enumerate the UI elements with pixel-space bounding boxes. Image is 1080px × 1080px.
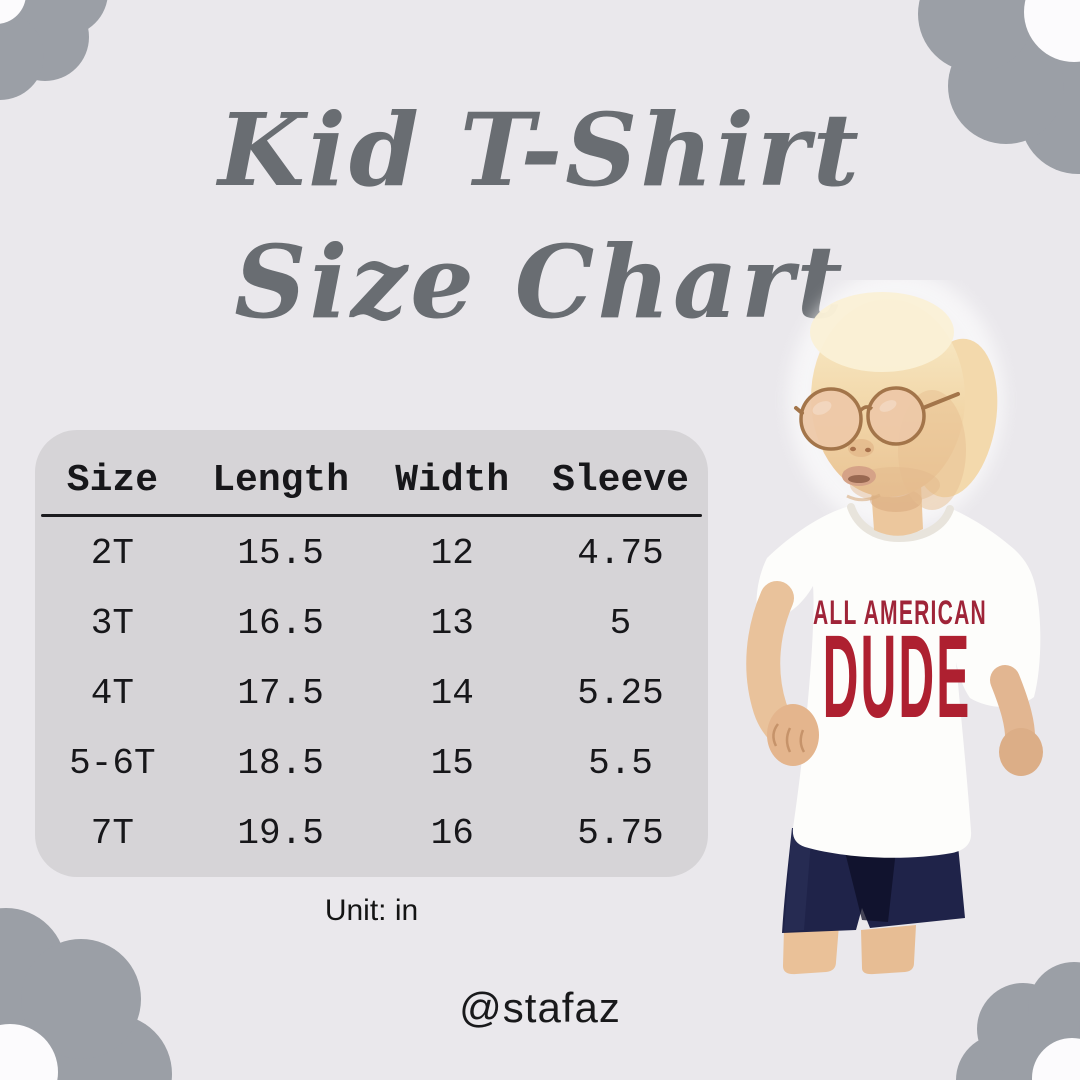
column-header-width: Width [395,458,510,502]
shirt-collar [847,503,954,543]
cell-size: 4T [90,672,134,714]
unit-label: Unit: in [324,894,419,927]
cell-length: 15.5 [237,532,324,574]
left-fist [767,704,819,766]
cell-length: 18.5 [237,742,324,784]
table-row: 3T 16.5 13 5 [35,588,708,658]
cell-width: 13 [430,602,474,644]
toddler-photo: ALL AMERICAN DUDE [746,280,1043,975]
cell-length: 19.5 [237,812,324,854]
corner-flower-top-left-icon [0,0,108,100]
column-header-sleeve: Sleeve [552,458,689,502]
cell-size: 5-6T [69,742,156,784]
size-chart-header-row: Size Length Width Sleeve [35,446,708,514]
kid-arms [746,581,1043,776]
social-handle: @stafaz [459,984,621,1031]
cell-width: 15 [430,742,474,784]
column-header-size: Size [66,458,158,502]
table-row: 5-6T 18.5 15 5.5 [35,728,708,798]
cell-width: 14 [430,672,474,714]
page-title-line1: Kid T-Shirt [218,91,862,209]
kid-sunglasses [794,386,960,451]
cell-sleeve: 5.75 [577,812,664,854]
cell-sleeve: 4.75 [577,532,664,574]
shirt-text-line1: ALL AMERICAN [813,593,987,631]
kid-face-features [842,439,881,502]
cell-size: 2T [90,532,134,574]
table-row: 4T 17.5 14 5.25 [35,658,708,728]
table-row: 2T 15.5 12 4.75 [35,518,708,588]
cell-length: 16.5 [237,602,324,644]
cell-size: 7T [90,812,134,854]
page-title-line2: Size Chart [234,223,846,341]
page-title: Kid T-Shirt Size Chart [0,84,1080,348]
cell-width: 16 [430,812,474,854]
cell-sleeve: 5 [609,602,632,644]
cell-size: 3T [90,602,134,644]
table-row: 7T 19.5 16 5.75 [35,798,708,868]
cell-length: 17.5 [237,672,324,714]
header-divider-line [41,514,702,517]
size-chart-panel: Size Length Width Sleeve 2T 15.5 12 4.75… [35,430,708,877]
column-header-length: Length [212,458,350,502]
cell-sleeve: 5.5 [588,742,653,784]
corner-flower-bottom-left-icon [0,908,172,1080]
kid-legs [783,925,916,975]
cell-width: 12 [430,532,474,574]
kid-shirt [756,503,1041,858]
corner-flower-bottom-right-icon [956,962,1080,1080]
cell-sleeve: 5.25 [577,672,664,714]
shirt-text-line2: DUDE [823,611,972,743]
shirt-text: ALL AMERICAN DUDE [813,593,987,743]
right-fist [999,728,1043,776]
corner-flower-top-right-icon [918,0,1080,174]
